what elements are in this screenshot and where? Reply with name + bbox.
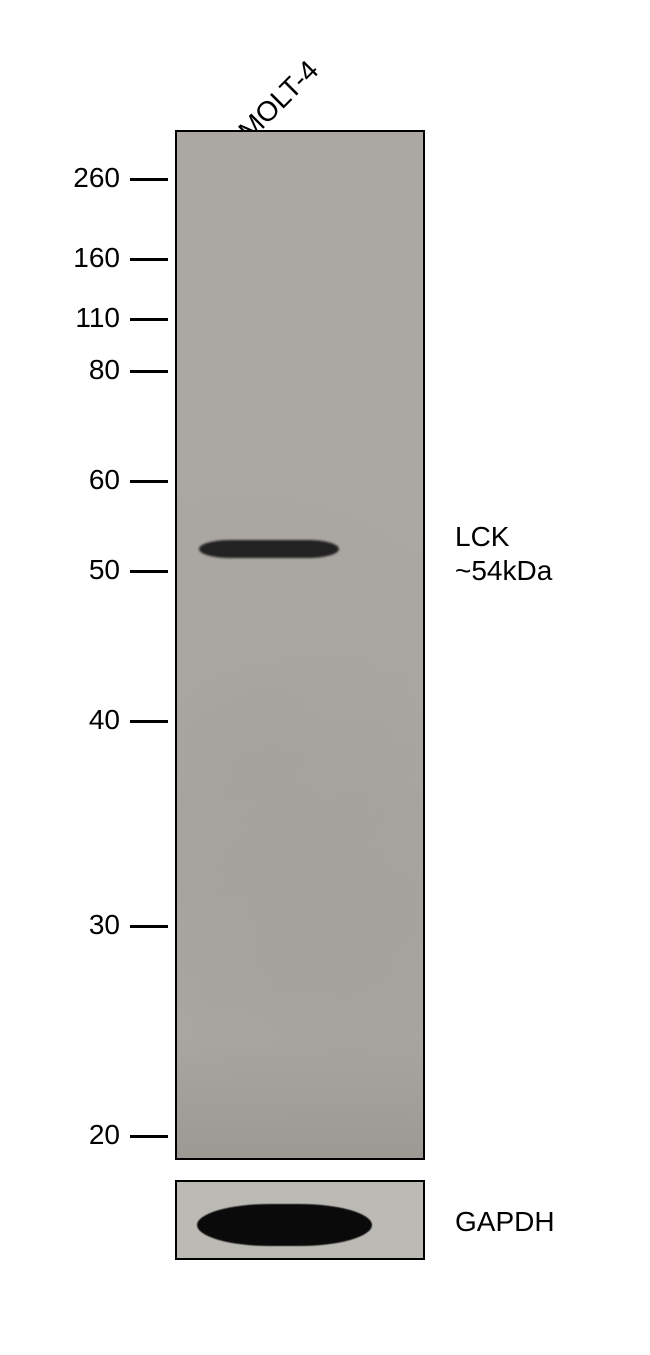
marker-label: 60 (60, 464, 120, 496)
gapdh-blot (175, 1180, 425, 1260)
marker-tick (130, 318, 168, 321)
marker-label: 80 (60, 354, 120, 386)
main-blot-gradient (177, 1038, 423, 1158)
marker-label: 260 (60, 162, 120, 194)
marker-tick (130, 720, 168, 723)
main-blot-background (177, 132, 423, 1158)
target-mw: ~54kDa (455, 554, 552, 588)
target-annotation: LCK ~54kDa (455, 520, 552, 587)
gapdh-band (197, 1204, 372, 1246)
marker-tick (130, 1135, 168, 1138)
blot-figure: MOLT-4 260160110806050403020 LCK ~54kDa … (0, 0, 650, 1355)
marker-tick (130, 480, 168, 483)
loading-control-label: GAPDH (455, 1205, 555, 1239)
marker-label: 30 (60, 909, 120, 941)
marker-tick (130, 178, 168, 181)
main-blot (175, 130, 425, 1160)
target-name: LCK (455, 520, 552, 554)
marker-label: 160 (60, 242, 120, 274)
marker-tick (130, 925, 168, 928)
marker-label: 50 (60, 554, 120, 586)
marker-tick (130, 570, 168, 573)
marker-label: 20 (60, 1119, 120, 1151)
lck-band (199, 540, 339, 558)
marker-tick (130, 370, 168, 373)
marker-label: 40 (60, 704, 120, 736)
marker-tick (130, 258, 168, 261)
marker-label: 110 (60, 302, 120, 334)
